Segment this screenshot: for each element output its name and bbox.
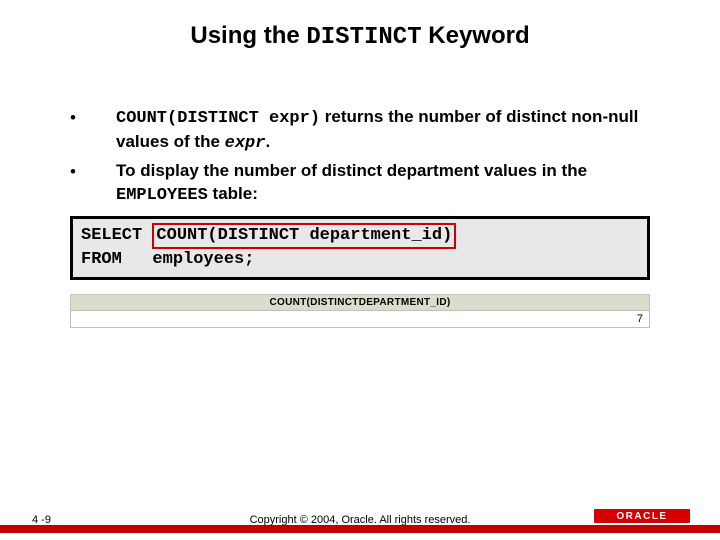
code-inline: COUNT(DISTINCT expr) — [116, 109, 320, 128]
code-keyword: SELECT — [81, 226, 152, 245]
text-span: To display the number of distinct depart… — [116, 161, 587, 180]
table-row: 7 — [71, 310, 650, 327]
code-line: FROM employees; — [81, 249, 639, 271]
code-line: SELECT COUNT(DISTINCT department_id) — [81, 223, 639, 249]
title-prefix: Using the — [190, 22, 306, 49]
slide-title: Using the DISTINCT Keyword — [0, 0, 720, 51]
bullet-text: COUNT(DISTINCT expr) returns the number … — [116, 106, 650, 156]
footer-strip — [0, 525, 720, 533]
content-area: • COUNT(DISTINCT expr) returns the numbe… — [0, 51, 720, 328]
bullet-item: • COUNT(DISTINCT expr) returns the numbe… — [70, 106, 650, 156]
result-header-cell: COUNT(DISTINCTDEPARTMENT_ID) — [71, 294, 650, 310]
bullet-text: To display the number of distinct depart… — [116, 160, 650, 208]
title-keyword: DISTINCT — [306, 24, 421, 51]
title-suffix: Keyword — [422, 22, 530, 49]
bullet-marker: • — [70, 106, 116, 156]
result-value-cell: 7 — [71, 310, 650, 327]
code-inline-italic: expr — [225, 134, 266, 153]
code-highlight: COUNT(DISTINCT department_id) — [152, 223, 456, 249]
bullet-item: • To display the number of distinct depa… — [70, 160, 650, 208]
copyright-text: Copyright © 2004, Oracle. All rights res… — [0, 514, 720, 526]
result-table: COUNT(DISTINCTDEPARTMENT_ID) 7 — [70, 294, 650, 328]
text-span: . — [265, 132, 270, 151]
table-row: COUNT(DISTINCTDEPARTMENT_ID) — [71, 294, 650, 310]
code-inline: EMPLOYEES — [116, 186, 208, 205]
text-span: table: — [208, 184, 258, 203]
footer: ORACLE 4 -9 Copyright © 2004, Oracle. Al… — [0, 502, 720, 540]
bullet-marker: • — [70, 160, 116, 208]
code-block: SELECT COUNT(DISTINCT department_id) FRO… — [70, 216, 650, 280]
